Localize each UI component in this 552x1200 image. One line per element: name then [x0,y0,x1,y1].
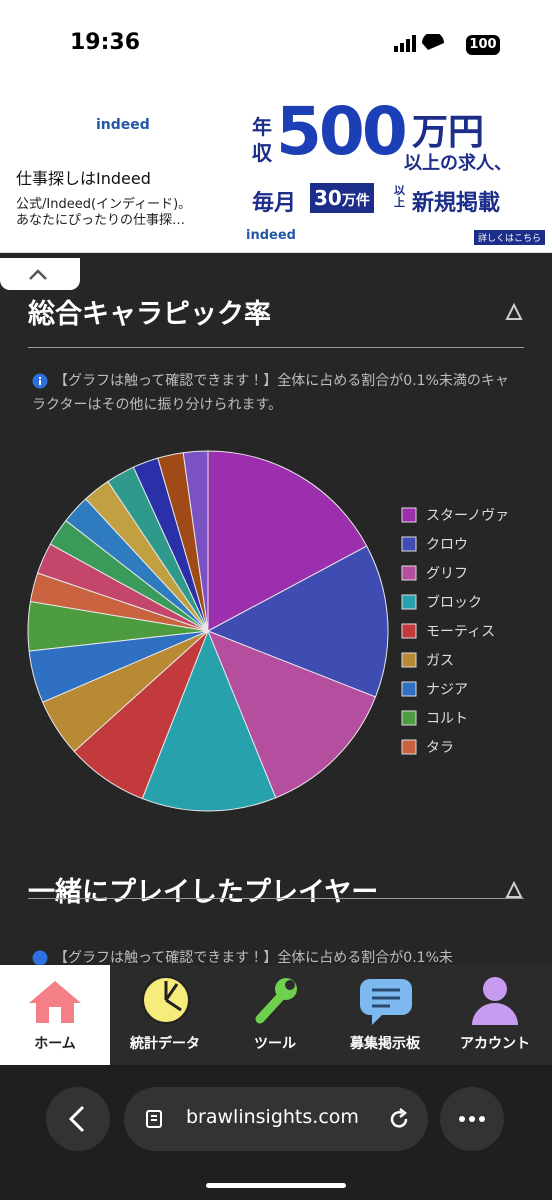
nav-label: ホーム [34,1036,76,1052]
pie-slice [206,545,389,698]
ad-text: 30 [314,186,342,210]
more-icon [459,1116,485,1122]
divider [28,347,524,348]
collapse-tab[interactable] [0,258,80,290]
legend-label: ナジア [426,682,468,698]
legend-label: コルト [426,711,468,727]
legend-label: ブロック [426,594,482,611]
ad-big-number: 500 [276,93,408,170]
ad-text: 毎月 [252,191,297,216]
info-icon [32,373,48,389]
info-icon [32,950,48,966]
ad-text: 年 [252,115,272,139]
legend-label: スターノヴァ [426,507,509,524]
ad-text: 以上 [394,184,405,209]
back-button[interactable] [46,1087,110,1151]
nav-label: ツール [254,1036,296,1052]
ad-banner[interactable]: indeed 仕事探しはIndeed 公式/Indeed(インディード)。 あな… [0,85,552,253]
home-indicator [206,1183,346,1188]
legend-swatch [401,681,417,697]
pie-slice [182,450,209,632]
ad-line: あなたにぴったりの仕事探… [16,213,186,228]
ad-cta[interactable]: 詳しくはこちら [474,230,546,245]
legend-swatch [401,507,417,523]
account-icon [472,977,518,1025]
toggle-icon[interactable] [504,302,524,322]
reload-icon[interactable] [386,1106,412,1132]
ad-line: 公式/Indeed(インディード)。 [16,197,192,212]
nav-stats[interactable]: 統計データ [110,965,220,1065]
battery: 100 [466,35,500,55]
signal-icons [394,34,444,52]
legend-label: ガス [426,653,454,669]
nav-account[interactable]: アカウント [440,965,550,1065]
address-bar[interactable]: brawlinsights.com [124,1087,428,1151]
browser-bar: brawlinsights.com [0,1065,552,1200]
ad-text: 万円 [412,112,485,153]
ad-text: 新規掲載 [412,191,501,216]
ad-text: 万件 [341,193,370,209]
ad-title: 仕事探しはIndeed [16,169,151,188]
nav-label: 募集掲示板 [350,1036,420,1052]
clock: 19:36 [70,30,141,55]
url: brawlinsights.com [186,1106,359,1128]
legend-swatch [401,652,417,668]
legend-label: クロウ [426,537,468,553]
home-icon [29,981,81,1023]
ad-badge: 30万件 [310,183,374,213]
info-note: 【グラフは触って確認できます！】全体に占める割合が0.1%未満のキャラクターはそ… [32,373,509,413]
tools-icon [255,978,297,1024]
bottom-nav: ホーム 統計データ ツール 募集掲示板 アカウント [0,965,552,1065]
pie-slice [207,630,377,799]
legend-label: タラ [426,740,454,756]
ad-text: 以上の求人、 [404,153,512,174]
ad-logo: indeed [246,228,296,243]
divider [28,898,524,899]
nav-home[interactable]: ホーム [0,965,110,1065]
chevron-icon [29,269,47,280]
status-bar: 19:36 100 [0,0,552,85]
legend-swatch [401,536,417,552]
toggle-icon[interactable] [504,880,524,900]
stats-icon [142,976,190,1024]
pie-slice [141,629,277,812]
nav-label: アカウント [460,1036,530,1052]
pie-slice [207,450,368,632]
more-button[interactable] [440,1087,504,1151]
section-title: 一緒にプレイしたプレイヤー [28,877,379,908]
ad-text: 収 [252,141,272,165]
legend-swatch [401,710,417,726]
legend-swatch [401,594,417,610]
legend-swatch [401,739,417,755]
legend-label: モーティス [426,624,495,640]
legend-swatch [401,565,417,581]
info-note: 【グラフは触って確認できます！】全体に占める割合が0.1%未 [54,950,453,966]
tabs-icon [146,1110,162,1128]
legend-label: グリフ [426,566,468,582]
nav-tools[interactable]: ツール [220,965,330,1065]
ad-logo: indeed [96,117,150,133]
nav-board[interactable]: 募集掲示板 [330,965,440,1065]
section-title: 総合キャラピック率 [28,299,271,330]
back-icon [68,1105,85,1133]
board-icon [360,979,412,1025]
legend-swatch [401,623,417,639]
nav-label: 統計データ [130,1036,200,1052]
